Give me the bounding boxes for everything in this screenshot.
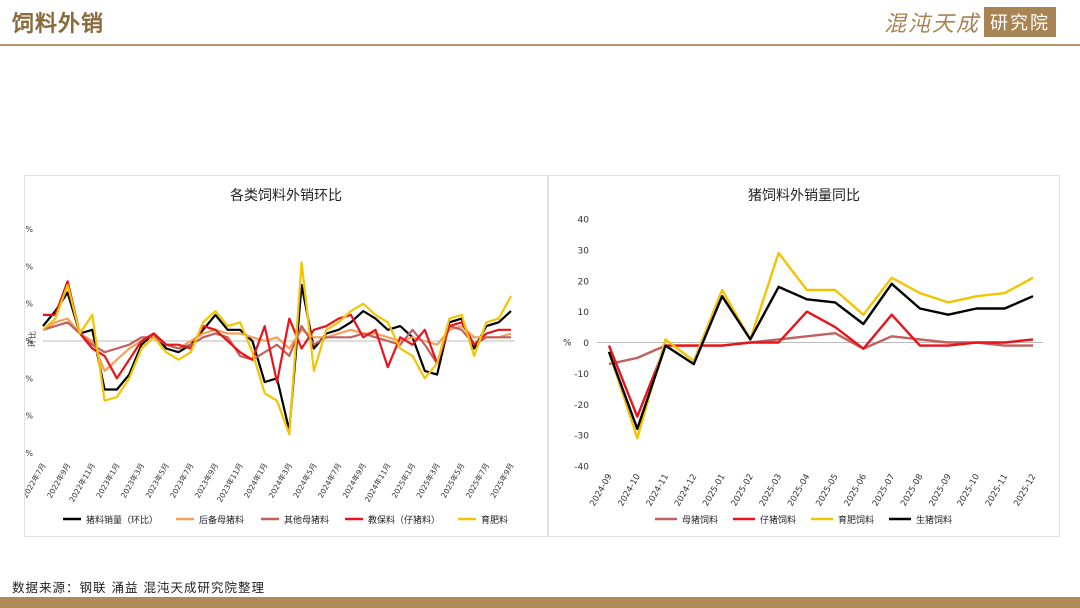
x-tick-label: 2025-11 (984, 473, 1010, 509)
y-tick-label: -20 (574, 401, 589, 411)
chart-title: 猪饲料外销量同比 (748, 188, 860, 204)
x-tick-label: 2025年1月 (389, 461, 417, 500)
brand-logo: 混沌天成 研究院 (884, 6, 1056, 38)
x-tick-label: 2025-05 (814, 473, 840, 509)
series-line (42, 317, 512, 372)
y-tick-label: 20 (578, 277, 590, 287)
y-tick-label: 10 (578, 308, 590, 318)
y-tick-label: 10% (25, 300, 33, 309)
series-line (607, 310, 1034, 418)
x-tick-label: 2025-02 (730, 473, 756, 509)
y-tick-label: -30 (574, 432, 589, 442)
legend-label: 仔猪饲料 (760, 514, 796, 526)
y-axis-label: 环比 (27, 331, 37, 347)
chart-mom-svg: 各类饲料外销环比 -30% -20% -10% 0% 10% 20% 30% 环比 2022年7月… (25, 188, 516, 526)
x-tick-label: 2024-10 (616, 473, 642, 509)
x-tick-label: 2025年5月 (438, 461, 466, 500)
x-tick-label: 2024年5月 (291, 461, 319, 500)
chart-title: 各类饲料外销环比 (230, 188, 342, 204)
page-title: 饲料外销 (12, 11, 105, 37)
x-tick-label: 2025年3月 (414, 461, 442, 500)
page-header: 饲料外销 混沌天成 研究院 (0, 0, 1080, 46)
brand-seal: 研究院 (984, 7, 1056, 37)
x-tick-label: 2025-03 (758, 473, 784, 509)
x-tick-label: 2024年9月 (340, 461, 368, 500)
x-tick-label: 2025-09 (927, 473, 953, 509)
series-line (608, 331, 1033, 366)
y-tick-label: 0 (583, 339, 589, 349)
series-line (42, 283, 512, 432)
x-tick-label: 2025-06 (843, 473, 869, 509)
x-tick-label: 2025-12 (1012, 473, 1038, 509)
legend-label: 育肥料 (481, 514, 508, 526)
y-tick-label: -10% (25, 374, 33, 383)
x-tick-label: 2023年5月 (143, 461, 171, 500)
legend-label: 猪料销量（环比） (86, 514, 158, 526)
x-tick-label: 2024年1月 (241, 461, 269, 500)
series-line (607, 251, 1034, 440)
y-tick-label: -20% (25, 412, 33, 421)
x-tick-label: 2025-04 (786, 473, 812, 509)
x-tick-label: 2024-11 (645, 473, 671, 509)
legend-label: 其他母猪料 (284, 514, 329, 526)
y-tick-label: 30 (578, 246, 590, 256)
x-tick-label: 2023年1月 (94, 461, 122, 500)
y-tick-label: -10 (574, 370, 589, 380)
x-tick-label: 2022年7月 (25, 461, 48, 500)
series-line (42, 261, 512, 436)
legend-label: 教保料（仔猪料） (368, 514, 440, 526)
header-divider (0, 44, 1080, 46)
x-tick-label: 2023年7月 (167, 461, 195, 500)
series-line (42, 321, 511, 365)
y-axis-label: % (563, 339, 572, 349)
chart-panel-yoy: 猪饲料外销量同比 -40 -30 -20 -10 0 10 20 30 40% 2024-09 202… (548, 175, 1060, 537)
x-tick-label: 2024-12 (673, 473, 699, 509)
x-tick-label: 2025年9月 (488, 461, 516, 500)
x-tick-label: 2023年3月 (118, 461, 146, 500)
legend-label: 育肥饲料 (838, 514, 874, 526)
brand-name: 混沌天成 (883, 12, 980, 37)
y-tick-label: -30% (25, 449, 33, 458)
series-line (43, 280, 511, 384)
series-line (607, 282, 1034, 431)
x-tick-label: 2024-09 (588, 473, 614, 509)
chart-panel-mom: 各类饲料外销环比 -30% -20% -10% 0% 10% 20% 30% 环比 2022年7月… (24, 175, 548, 537)
legend-label: 生猪饲料 (916, 514, 952, 526)
y-tick-label: -40 (574, 463, 589, 473)
x-tick-label: 2024年3月 (266, 461, 294, 500)
x-tick-label: 2025-10 (956, 473, 982, 509)
x-tick-label: 2023年9月 (192, 461, 220, 500)
x-tick-label: 2025-07 (871, 473, 897, 509)
x-tick-label: 2025年7月 (463, 461, 491, 500)
x-tick-label: 2025-01 (701, 473, 727, 509)
legend-label: 母猪饲料 (682, 514, 718, 526)
footer-bar (0, 597, 1080, 608)
y-tick-label: 0% (25, 337, 33, 346)
x-tick-label: 2022年9月 (44, 461, 72, 500)
y-tick-label: 30% (25, 225, 33, 234)
legend-label: 后备母猪料 (199, 514, 244, 526)
y-tick-label: 40 (578, 216, 590, 226)
x-tick-label: 2024年7月 (315, 461, 343, 500)
y-tick-label: 20% (25, 262, 33, 271)
data-source-note: 数据来源：钢联 涌益 混沌天成研究院整理 (12, 580, 265, 595)
x-tick-label: 2025-08 (899, 473, 925, 509)
